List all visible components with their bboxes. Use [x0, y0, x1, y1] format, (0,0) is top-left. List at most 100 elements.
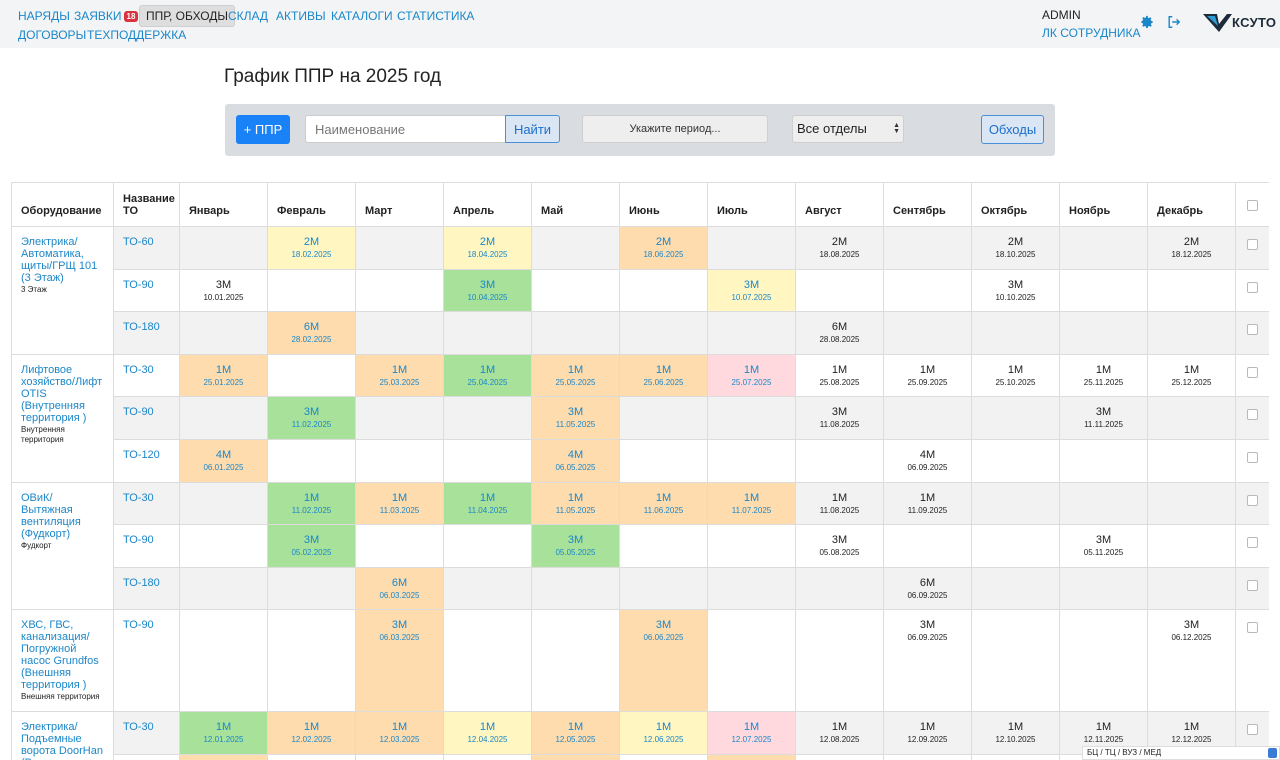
- row-checkbox[interactable]: [1247, 451, 1258, 463]
- schedule-cell[interactable]: [707, 753, 796, 760]
- schedule-cell[interactable]: 4М 06.09.2025: [883, 438, 972, 483]
- schedule-cell[interactable]: 3М 11.11.2025: [1059, 396, 1148, 440]
- schedule-cell[interactable]: 1М 25.07.2025: [707, 353, 796, 398]
- select-all-checkbox[interactable]: [1247, 200, 1258, 211]
- rounds-button[interactable]: Обходы: [981, 115, 1044, 144]
- find-button[interactable]: Найти: [505, 115, 560, 143]
- schedule-cell[interactable]: 1М 11.03.2025: [355, 481, 444, 526]
- row-checkbox[interactable]: [1247, 281, 1258, 293]
- schedule-cell[interactable]: 1М 12.09.2025: [883, 711, 972, 755]
- department-select[interactable]: Все отделы ▲ ▼: [792, 115, 904, 143]
- to-name-link[interactable]: ТО-180: [123, 321, 160, 334]
- schedule-cell[interactable]: 1М 11.07.2025: [707, 481, 796, 526]
- row-checkbox[interactable]: [1247, 494, 1258, 506]
- nav-requests[interactable]: ЗАЯВКИ 18: [74, 8, 139, 24]
- equipment-link[interactable]: ХВС, ГВС, канализация/ Погружной насос G…: [21, 619, 99, 692]
- schedule-cell[interactable]: 1М 25.08.2025: [795, 353, 884, 398]
- row-checkbox[interactable]: [1247, 537, 1258, 549]
- schedule-cell[interactable]: 1М 25.12.2025: [1147, 353, 1236, 398]
- schedule-cell[interactable]: 1М 25.11.2025: [1059, 353, 1148, 398]
- schedule-cell[interactable]: 1М 11.05.2025: [531, 481, 620, 526]
- schedule-cell[interactable]: 1М 25.10.2025: [971, 353, 1060, 398]
- row-checkbox[interactable]: [1247, 239, 1258, 250]
- schedule-cell[interactable]: 3М 05.05.2025: [531, 524, 620, 568]
- schedule-cell[interactable]: [179, 753, 268, 760]
- schedule-cell[interactable]: 3М 06.06.2025: [619, 609, 708, 713]
- to-name-link[interactable]: ТО-60: [123, 236, 154, 248]
- to-name-link[interactable]: ТО-30: [123, 491, 154, 504]
- nav-ppr-rounds[interactable]: ППР, ОБХОДЫ: [139, 5, 236, 27]
- to-name-link[interactable]: ТО-90: [123, 406, 154, 419]
- schedule-cell[interactable]: 2М 18.02.2025: [267, 226, 356, 270]
- to-name-link[interactable]: ТО-30: [123, 363, 154, 376]
- schedule-cell[interactable]: 1М 12.10.2025: [971, 711, 1060, 755]
- name-search-input[interactable]: [305, 115, 506, 143]
- to-name-link[interactable]: ТО-30: [123, 721, 154, 734]
- schedule-cell[interactable]: 6М 06.03.2025: [355, 566, 444, 611]
- schedule-cell[interactable]: 3М 06.03.2025: [355, 609, 444, 713]
- schedule-cell[interactable]: 1М 12.01.2025: [179, 711, 268, 755]
- nav-catalogs[interactable]: КАТАЛОГИ: [331, 9, 393, 23]
- schedule-cell[interactable]: 3М 05.11.2025: [1059, 524, 1148, 568]
- schedule-cell[interactable]: 3М 10.01.2025: [179, 268, 268, 313]
- schedule-cell[interactable]: 1М 11.09.2025: [883, 481, 972, 526]
- logout-icon[interactable]: [1167, 15, 1181, 29]
- schedule-cell[interactable]: 4М 06.05.2025: [531, 438, 620, 483]
- row-checkbox[interactable]: [1247, 579, 1258, 591]
- to-name-link[interactable]: ТО-90: [123, 534, 154, 547]
- schedule-cell[interactable]: [531, 753, 620, 760]
- schedule-cell[interactable]: 3М 10.07.2025: [707, 268, 796, 313]
- schedule-cell[interactable]: 4М 06.01.2025: [179, 438, 268, 483]
- to-name-link[interactable]: ТО-90: [123, 278, 154, 291]
- period-picker-button[interactable]: Укажите период...: [582, 115, 768, 143]
- schedule-cell[interactable]: 1М 25.06.2025: [619, 353, 708, 398]
- equipment-link[interactable]: Лифтовое хозяйство/Лифт OTIS (Внутренняя…: [21, 363, 103, 424]
- schedule-cell[interactable]: 1М 11.04.2025: [443, 481, 532, 526]
- schedule-cell[interactable]: 3М 10.10.2025: [971, 268, 1060, 313]
- schedule-cell[interactable]: 2М 18.06.2025: [619, 226, 708, 270]
- schedule-cell[interactable]: 1М 12.02.2025: [267, 711, 356, 755]
- schedule-cell[interactable]: 3М 11.02.2025: [267, 396, 356, 440]
- schedule-cell[interactable]: 1М 12.07.2025: [707, 711, 796, 755]
- schedule-cell[interactable]: 1М 12.08.2025: [795, 711, 884, 755]
- schedule-cell[interactable]: 2М 18.04.2025: [443, 226, 532, 270]
- schedule-cell[interactable]: 3М 06.09.2025: [883, 609, 972, 713]
- row-checkbox[interactable]: [1247, 324, 1258, 336]
- nav-statistics[interactable]: СТАТИСТИКА: [397, 9, 475, 23]
- schedule-cell[interactable]: 1М 25.03.2025: [355, 353, 444, 398]
- equipment-link[interactable]: ОВиК/Вытяжная вентиляция (Фудкорт): [21, 491, 81, 540]
- add-ppr-button[interactable]: + ППР: [236, 115, 290, 144]
- nav-assets[interactable]: АКТИВЫ: [276, 9, 326, 23]
- schedule-cell[interactable]: 1М 11.08.2025: [795, 481, 884, 526]
- schedule-cell[interactable]: 1М 12.05.2025: [531, 711, 620, 755]
- schedule-cell[interactable]: 2М 18.08.2025: [795, 226, 884, 270]
- to-name-link[interactable]: ТО-180: [123, 576, 160, 589]
- schedule-cell[interactable]: 3М 11.08.2025: [795, 396, 884, 440]
- employee-account-link[interactable]: ЛК СОТРУДНИКА: [1042, 26, 1141, 40]
- object-type-select[interactable]: БЦ / ТЦ / ВУЗ / МЕД: [1082, 746, 1280, 760]
- schedule-cell[interactable]: 1М 25.05.2025: [531, 353, 620, 398]
- schedule-cell[interactable]: 1М 12.06.2025: [619, 711, 708, 755]
- schedule-cell[interactable]: 1М 12.04.2025: [443, 711, 532, 755]
- equipment-link[interactable]: Электрика/ Подъемные ворота DoorHan (Вне…: [21, 721, 103, 760]
- schedule-cell[interactable]: 3М 06.12.2025: [1147, 609, 1236, 713]
- schedule-cell[interactable]: 1М 25.01.2025: [179, 353, 268, 398]
- row-checkbox[interactable]: [1247, 724, 1258, 736]
- schedule-cell[interactable]: 3М 10.04.2025: [443, 268, 532, 313]
- schedule-cell[interactable]: 3М 05.02.2025: [267, 524, 356, 568]
- to-name-link[interactable]: ТО-120: [123, 448, 160, 461]
- gear-icon[interactable]: [1140, 15, 1154, 29]
- nav-warehouse[interactable]: СКЛАД: [228, 9, 269, 23]
- nav-contracts[interactable]: ДОГОВОРЫ: [18, 28, 87, 42]
- schedule-cell[interactable]: 6М 28.08.2025: [795, 311, 884, 355]
- row-checkbox[interactable]: [1247, 622, 1258, 634]
- schedule-cell[interactable]: 1М 12.03.2025: [355, 711, 444, 755]
- schedule-cell[interactable]: 3М 11.05.2025: [531, 396, 620, 440]
- schedule-cell[interactable]: 2М 18.12.2025: [1147, 226, 1236, 270]
- schedule-cell[interactable]: 3М 05.08.2025: [795, 524, 884, 568]
- equipment-link[interactable]: Электрика/ Автоматика, щиты/ГРЩ 101 (3 Э…: [21, 236, 98, 284]
- schedule-cell[interactable]: 1М 11.02.2025: [267, 481, 356, 526]
- schedule-cell[interactable]: 6М 28.02.2025: [267, 311, 356, 355]
- row-checkbox[interactable]: [1247, 366, 1258, 378]
- schedule-cell[interactable]: 1М 25.09.2025: [883, 353, 972, 398]
